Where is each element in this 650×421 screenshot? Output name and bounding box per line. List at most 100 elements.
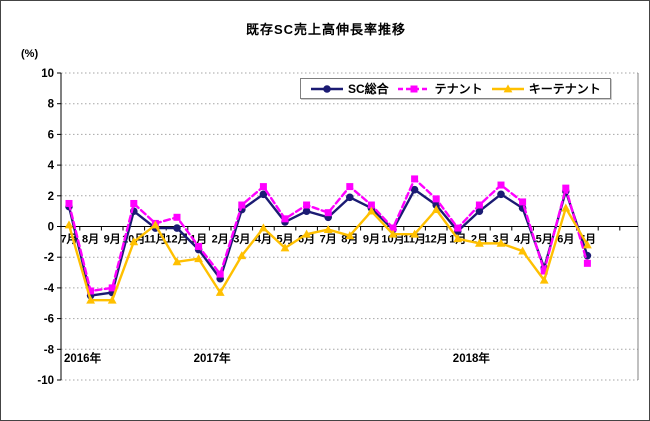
data-point-triangle bbox=[172, 257, 182, 266]
year-label: 2018年 bbox=[453, 351, 491, 365]
data-point-triangle bbox=[129, 237, 139, 246]
year-label: 2017年 bbox=[194, 351, 232, 365]
x-tick-label: 2月 bbox=[212, 233, 229, 246]
legend-item-tenant: テナント bbox=[397, 80, 483, 97]
data-point-square bbox=[195, 242, 203, 250]
data-point-square bbox=[583, 259, 591, 267]
data-point-triangle bbox=[323, 224, 333, 233]
data-point-triangle bbox=[64, 220, 74, 229]
data-point-triangle bbox=[215, 287, 225, 296]
data-point-triangle bbox=[453, 234, 463, 243]
x-tick-label: 5月 bbox=[536, 233, 553, 246]
data-point-square bbox=[173, 213, 181, 221]
data-point-square bbox=[519, 198, 527, 206]
data-point-square bbox=[324, 209, 332, 217]
data-point-circle bbox=[432, 201, 441, 209]
legend-item-sc-sogo: SC総合 bbox=[310, 80, 389, 97]
data-point-circle bbox=[346, 193, 354, 202]
chart-title: 既存SC売上高伸長率推移 bbox=[245, 22, 407, 37]
x-tick-label: 12月 bbox=[425, 233, 448, 246]
data-point-square bbox=[108, 284, 116, 292]
legend-label: SC総合 bbox=[348, 82, 389, 96]
legend-swatch-square-icon bbox=[397, 85, 430, 92]
x-tick-label: 8月 bbox=[82, 233, 99, 246]
x-tick-label: 5月 bbox=[276, 233, 293, 246]
year-labels: 2016年 2017年 2018年 bbox=[64, 351, 490, 365]
x-tick-label: 12月 bbox=[165, 233, 188, 246]
data-point-square bbox=[87, 287, 95, 295]
data-point-square bbox=[562, 184, 570, 192]
data-point-square bbox=[303, 201, 311, 209]
legend-swatch-circle-icon bbox=[311, 84, 343, 93]
data-point-square bbox=[65, 199, 73, 207]
data-point-triangle bbox=[194, 254, 203, 263]
x-tick-label: 4月 bbox=[255, 233, 272, 246]
data-point-triangle bbox=[388, 229, 398, 238]
data-point-square bbox=[454, 224, 462, 232]
data-point-circle bbox=[497, 190, 505, 199]
data-point-square bbox=[411, 175, 419, 183]
y-tick-label: -6 bbox=[44, 314, 54, 326]
y-tick-label: 2 bbox=[48, 191, 54, 203]
y-tick-label: -10 bbox=[37, 375, 54, 387]
data-point-triangle bbox=[345, 231, 355, 240]
legend-swatch-triangle-icon bbox=[491, 83, 524, 92]
data-point-triangle bbox=[237, 251, 247, 260]
x-tick-label: 9月 bbox=[104, 233, 121, 246]
data-point-triangle bbox=[302, 229, 311, 238]
data-point-triangle bbox=[518, 246, 527, 255]
data-point-triangle bbox=[367, 206, 376, 215]
y-tick-label: -4 bbox=[44, 283, 55, 295]
data-point-triangle bbox=[583, 240, 592, 249]
y-axis-unit-label: (%) bbox=[21, 48, 39, 60]
data-point-triangle bbox=[475, 238, 484, 247]
data-point-triangle bbox=[539, 275, 549, 284]
data-point-circle bbox=[475, 207, 484, 215]
data-point-circle bbox=[259, 190, 268, 199]
y-tick-label: -8 bbox=[44, 344, 55, 356]
y-axis: 10 8 6 4 2 0 -2 -4 -6 -8 -10 bbox=[37, 68, 62, 387]
data-point-triangle bbox=[561, 203, 571, 212]
x-tick-label: 11月 bbox=[403, 233, 426, 246]
x-tick-label: 10月 bbox=[381, 233, 404, 246]
data-point-triangle bbox=[410, 229, 419, 238]
x-tick-label: 4月 bbox=[514, 233, 531, 246]
y-tick-label: 6 bbox=[48, 129, 54, 141]
y-tick-label: -2 bbox=[44, 252, 54, 264]
legend-label: テナント bbox=[434, 82, 483, 96]
data-point-square bbox=[540, 267, 548, 275]
year-label: 2016年 bbox=[64, 351, 102, 365]
data-point-square bbox=[367, 201, 375, 209]
data-point-square bbox=[497, 181, 505, 189]
y-gridlines bbox=[61, 72, 638, 381]
data-point-square bbox=[346, 183, 354, 191]
data-point-triangle bbox=[86, 295, 95, 304]
legend-label: キーテナント bbox=[528, 82, 601, 96]
data-point-circle bbox=[302, 207, 311, 215]
x-tick-label: 9月 bbox=[363, 233, 380, 246]
legend-item-key-tenant: キーテナント bbox=[491, 80, 601, 97]
data-point-square bbox=[130, 199, 138, 207]
data-point-triangle bbox=[431, 205, 441, 214]
data-point-square bbox=[259, 183, 267, 191]
x-tick-label: 6月 bbox=[557, 233, 574, 246]
y-tick-label: 0 bbox=[48, 222, 54, 234]
data-point-circle bbox=[410, 185, 419, 194]
data-point-square bbox=[475, 201, 483, 209]
data-point-square bbox=[281, 215, 289, 223]
data-point-square bbox=[432, 195, 440, 203]
data-point-triangle bbox=[107, 295, 117, 304]
data-point-triangle bbox=[280, 243, 290, 252]
x-tick-label: 7月 bbox=[320, 233, 337, 246]
data-point-triangle bbox=[151, 220, 160, 229]
x-tick-label: 3月 bbox=[233, 233, 250, 246]
y-tick-label: 4 bbox=[48, 160, 55, 172]
series-2 bbox=[64, 203, 592, 304]
chart-legend: SC総合 テナント キーテナント bbox=[300, 78, 611, 99]
data-point-triangle bbox=[259, 223, 268, 232]
data-point-square bbox=[238, 201, 246, 209]
y-tick-label: 10 bbox=[41, 68, 54, 80]
data-point-square bbox=[389, 224, 397, 232]
